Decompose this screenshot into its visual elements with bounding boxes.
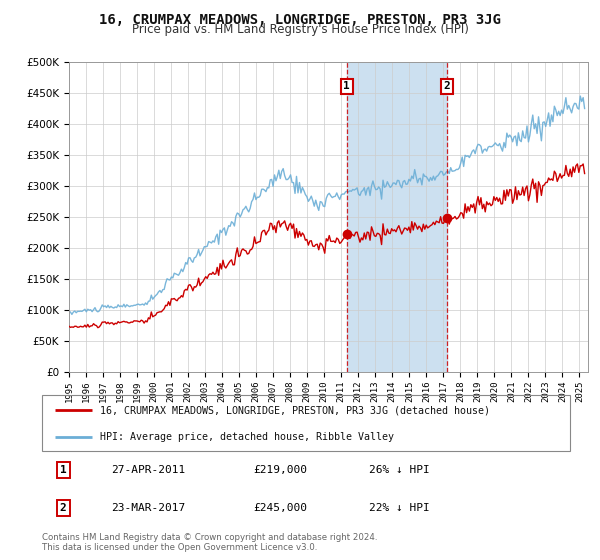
Text: 27-APR-2011: 27-APR-2011 — [110, 465, 185, 475]
Text: This data is licensed under the Open Government Licence v3.0.: This data is licensed under the Open Gov… — [42, 543, 317, 552]
Text: 23-MAR-2017: 23-MAR-2017 — [110, 503, 185, 513]
Text: 1: 1 — [60, 465, 67, 475]
Text: 2: 2 — [60, 503, 67, 513]
Text: Contains HM Land Registry data © Crown copyright and database right 2024.: Contains HM Land Registry data © Crown c… — [42, 533, 377, 542]
Text: Price paid vs. HM Land Registry's House Price Index (HPI): Price paid vs. HM Land Registry's House … — [131, 23, 469, 36]
Text: 26% ↓ HPI: 26% ↓ HPI — [370, 465, 430, 475]
Text: 16, CRUMPAX MEADOWS, LONGRIDGE, PRESTON, PR3 3JG: 16, CRUMPAX MEADOWS, LONGRIDGE, PRESTON,… — [99, 13, 501, 27]
Text: £219,000: £219,000 — [253, 465, 307, 475]
Text: 2: 2 — [444, 81, 451, 91]
Text: 22% ↓ HPI: 22% ↓ HPI — [370, 503, 430, 513]
Text: 16, CRUMPAX MEADOWS, LONGRIDGE, PRESTON, PR3 3JG (detached house): 16, CRUMPAX MEADOWS, LONGRIDGE, PRESTON,… — [100, 405, 490, 416]
Bar — [347, 62, 447, 372]
Text: £245,000: £245,000 — [253, 503, 307, 513]
Text: 1: 1 — [343, 81, 350, 91]
Text: HPI: Average price, detached house, Ribble Valley: HPI: Average price, detached house, Ribb… — [100, 432, 394, 442]
